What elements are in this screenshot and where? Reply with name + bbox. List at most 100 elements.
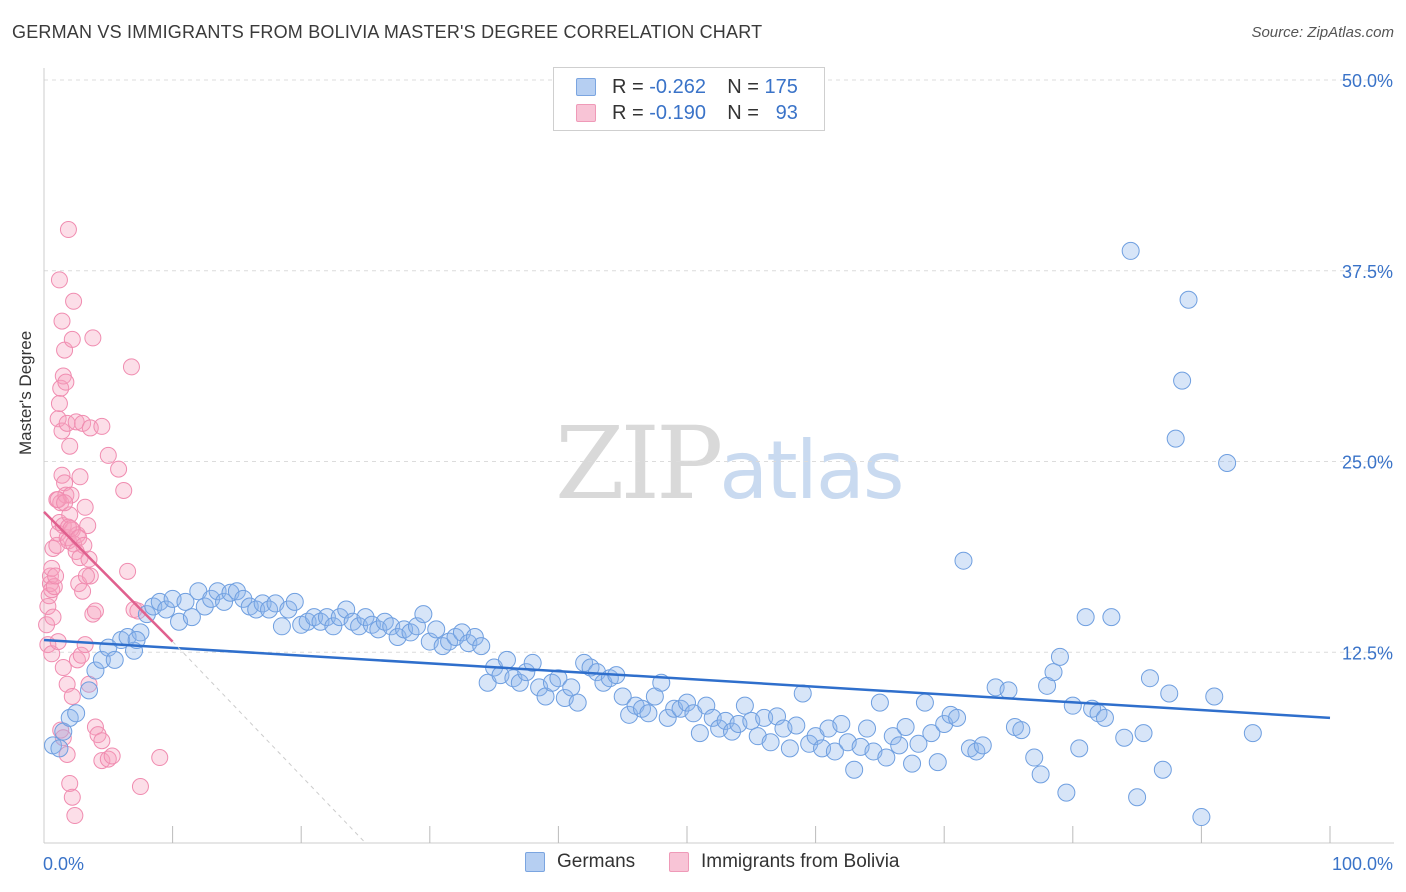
axes xyxy=(43,68,1394,844)
bolivia-point xyxy=(119,562,137,580)
germans-point xyxy=(1012,721,1031,740)
watermark-atlas: atlas xyxy=(719,424,904,517)
bolivia-point xyxy=(103,747,121,765)
germans-point xyxy=(639,704,658,723)
germans-point xyxy=(227,582,246,601)
bolivia-point xyxy=(86,602,104,620)
bolivia-point xyxy=(39,597,57,615)
y-tick-label: 12.5% xyxy=(1342,643,1393,663)
germans-point xyxy=(195,597,214,616)
germans-point xyxy=(1076,608,1095,627)
bolivia-point xyxy=(84,329,102,347)
germans-point xyxy=(523,653,542,672)
germans-point xyxy=(735,696,754,715)
germans-point xyxy=(1050,647,1069,666)
bolivia-point xyxy=(79,517,97,535)
legend-r-label: R = xyxy=(612,101,644,124)
bolivia-point xyxy=(66,807,84,825)
germans-point xyxy=(324,617,343,636)
bolivia-point xyxy=(76,636,94,654)
germans-point xyxy=(549,669,568,688)
bottom-swatch-blue xyxy=(525,852,545,872)
germans-point xyxy=(298,612,317,631)
watermark-zip: ZIP xyxy=(555,405,723,522)
bolivia-point xyxy=(57,373,75,391)
germans-point xyxy=(825,742,844,761)
legend-r-label: R = xyxy=(612,75,644,98)
bolivia-point xyxy=(84,605,102,623)
germans-point xyxy=(542,673,561,692)
germans-point xyxy=(157,600,176,619)
germans-point xyxy=(1115,728,1134,747)
germans-point xyxy=(562,678,581,697)
bolivia-points xyxy=(38,221,169,825)
legend-r-value: -0.262 xyxy=(649,75,706,98)
y-tick-label: 37.5% xyxy=(1342,262,1393,282)
bolivia-point xyxy=(67,413,85,431)
bolivia-point xyxy=(99,446,117,464)
germans-point xyxy=(356,608,375,627)
bolivia-point xyxy=(54,659,72,677)
bolivia-point xyxy=(122,358,140,376)
germans-point xyxy=(1179,290,1198,309)
germans-point xyxy=(279,600,298,619)
legend-n-value: 175 xyxy=(764,75,798,98)
germans-point xyxy=(1166,429,1185,448)
germans-point xyxy=(658,708,677,727)
y-tick-label: 25.0% xyxy=(1342,453,1393,473)
trend-lines xyxy=(43,510,1331,844)
bottom-legend-bolivia: Immigrants from Bolivia xyxy=(669,851,900,873)
germans-point xyxy=(1218,454,1237,473)
germans-point xyxy=(1095,708,1114,727)
bolivia-point xyxy=(63,330,81,348)
bolivia-trend-extension xyxy=(172,641,366,844)
legend-row-bolivia: R = -0.190 N = 93 xyxy=(576,100,798,126)
bolivia-point xyxy=(58,414,76,432)
bolivia-point xyxy=(43,581,61,599)
germans-point xyxy=(433,637,452,656)
x-tick-label-max: 100.0% xyxy=(1332,854,1393,874)
germans-point xyxy=(870,693,889,712)
germans-point xyxy=(285,592,304,611)
germans-point xyxy=(1070,739,1089,758)
germans-point xyxy=(787,716,806,735)
bolivia-point xyxy=(77,567,95,585)
germans-point xyxy=(1160,684,1179,703)
legend-n-label: N = xyxy=(727,101,759,124)
germans-point xyxy=(723,722,742,741)
bolivia-point xyxy=(63,688,81,706)
germans-point xyxy=(903,754,922,773)
chart-title: GERMAN VS IMMIGRANTS FROM BOLIVIA MASTER… xyxy=(12,22,763,42)
legend-n-value: 93 xyxy=(775,101,798,124)
bolivia-point xyxy=(43,559,61,577)
germans-point xyxy=(472,637,491,656)
legend-swatch-pink xyxy=(576,104,596,122)
germans-point xyxy=(896,718,915,737)
germans-point xyxy=(568,693,587,712)
germans-point xyxy=(375,612,394,631)
germans-point xyxy=(497,650,516,669)
bolivia-point xyxy=(61,774,79,792)
germans-point xyxy=(922,724,941,743)
source-label: Source: ZipAtlas.com xyxy=(1251,24,1394,41)
germans-point xyxy=(1063,696,1082,715)
germans-point xyxy=(755,708,774,727)
bolivia-point xyxy=(76,498,94,516)
y-tick-label: 50.0% xyxy=(1342,71,1393,91)
bolivia-point xyxy=(58,745,76,763)
bolivia-point xyxy=(53,312,71,330)
germans-point xyxy=(780,739,799,758)
germans-point xyxy=(215,592,234,611)
germans-point xyxy=(1128,788,1147,807)
germans-point xyxy=(954,551,973,570)
bolivia-point xyxy=(74,582,92,600)
bolivia-point xyxy=(54,729,72,747)
bottom-swatch-pink xyxy=(669,852,689,872)
bolivia-point xyxy=(63,788,81,806)
y-axis-label: Master's Degree xyxy=(16,330,35,455)
germans-point xyxy=(678,693,696,712)
bolivia-point xyxy=(50,395,68,413)
germans-point xyxy=(234,589,253,608)
gridlines xyxy=(44,79,1394,653)
germans-point xyxy=(613,687,632,706)
